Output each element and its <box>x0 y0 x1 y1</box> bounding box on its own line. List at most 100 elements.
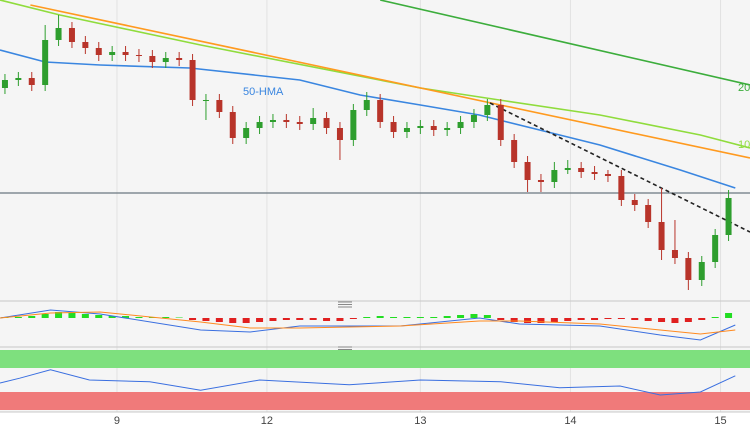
macd-bar <box>510 318 518 322</box>
candle-body <box>658 222 665 250</box>
overlay-line <box>489 102 750 233</box>
macd-bar <box>376 316 384 318</box>
macd-bar <box>604 318 612 319</box>
line-label: 50-HMA <box>243 86 284 98</box>
line-label: 10 <box>738 139 750 151</box>
candle-body <box>202 100 209 101</box>
overbought-band <box>0 350 750 368</box>
candle-body <box>1 80 8 88</box>
macd-bar <box>403 317 411 318</box>
macd-bar <box>202 318 210 321</box>
candle-body <box>189 60 196 100</box>
macd-bar <box>242 318 250 323</box>
candle-body <box>524 162 531 180</box>
macd-bar <box>577 318 585 320</box>
macd-bar <box>497 318 505 320</box>
macd-bar <box>296 318 304 320</box>
candle-body <box>631 200 638 205</box>
candle-body <box>591 172 598 174</box>
candle-body <box>283 120 290 122</box>
macd-bar <box>550 318 558 322</box>
macd-bar <box>591 318 599 320</box>
macd-bar <box>55 312 63 318</box>
candle-body <box>42 40 49 85</box>
macd-bar <box>390 317 398 318</box>
candle-body <box>336 128 343 140</box>
macd-bar <box>256 318 264 322</box>
candle-body <box>578 168 585 172</box>
macd-bar <box>41 314 49 318</box>
macd-bar <box>309 318 317 320</box>
rsi-line <box>0 369 736 396</box>
candle-body <box>457 122 464 128</box>
macd-bar <box>725 313 733 318</box>
candle-body <box>15 78 22 80</box>
candle-body <box>712 235 719 262</box>
macd-bar <box>269 318 277 321</box>
macd-bar <box>644 318 652 321</box>
candle-body <box>564 168 571 170</box>
macd-bar <box>684 318 692 322</box>
macd-bar <box>617 318 625 319</box>
overlay-line <box>380 0 750 86</box>
candle-body <box>444 128 451 130</box>
candle-body <box>82 42 89 48</box>
macd-bar <box>282 318 290 320</box>
candle-body <box>310 118 317 124</box>
macd-bar <box>108 316 116 318</box>
candle-body <box>229 112 236 138</box>
macd-bar <box>470 314 478 318</box>
resize-handle[interactable] <box>338 301 352 308</box>
candle-body <box>537 180 544 182</box>
macd-bar <box>95 315 103 318</box>
candle-body <box>725 198 732 235</box>
candle-body <box>323 118 330 128</box>
x-tick-label: 15 <box>714 415 726 427</box>
macd-bar <box>175 317 183 318</box>
macd-bar <box>564 318 572 321</box>
x-tick-label: 9 <box>114 415 120 427</box>
macd-bar <box>14 317 22 318</box>
macd-bar <box>658 318 666 322</box>
macd-bar <box>122 316 130 318</box>
macd-bar <box>483 315 491 318</box>
candle-body <box>497 105 504 140</box>
candle-body <box>363 100 370 110</box>
candle-body <box>511 140 518 162</box>
candle-body <box>484 105 491 115</box>
macd-bar <box>81 314 89 318</box>
macd-bar <box>524 318 532 323</box>
candle-body <box>403 128 410 132</box>
candle-body <box>430 126 437 130</box>
oversold-band <box>0 392 750 410</box>
macd-bar <box>323 318 331 321</box>
candle-body <box>135 55 142 56</box>
macd-bar <box>28 316 36 318</box>
macd-bar <box>68 313 76 318</box>
macd-bar <box>336 318 344 321</box>
candle-body <box>350 110 357 140</box>
macd-bar <box>711 317 719 318</box>
line-label: 200 <box>738 82 750 94</box>
candle-body <box>95 48 102 55</box>
macd-line <box>0 311 736 335</box>
x-tick-label: 12 <box>261 415 273 427</box>
macd-bar <box>162 317 170 318</box>
candle-body <box>28 78 35 85</box>
candle-body <box>296 122 303 124</box>
candle-body <box>122 52 129 55</box>
candle-body <box>109 52 116 55</box>
candle-body <box>698 262 705 280</box>
candle-body <box>149 56 156 62</box>
candle-body <box>618 176 625 200</box>
macd-bar <box>349 318 357 319</box>
candle-body <box>162 58 169 62</box>
x-tick-label: 13 <box>414 415 426 427</box>
macd-bar <box>189 318 197 320</box>
candle-body <box>55 28 62 40</box>
macd-bar <box>537 318 545 323</box>
candle-body <box>216 100 223 112</box>
candle-body <box>377 100 384 122</box>
macd-bar <box>457 315 465 318</box>
